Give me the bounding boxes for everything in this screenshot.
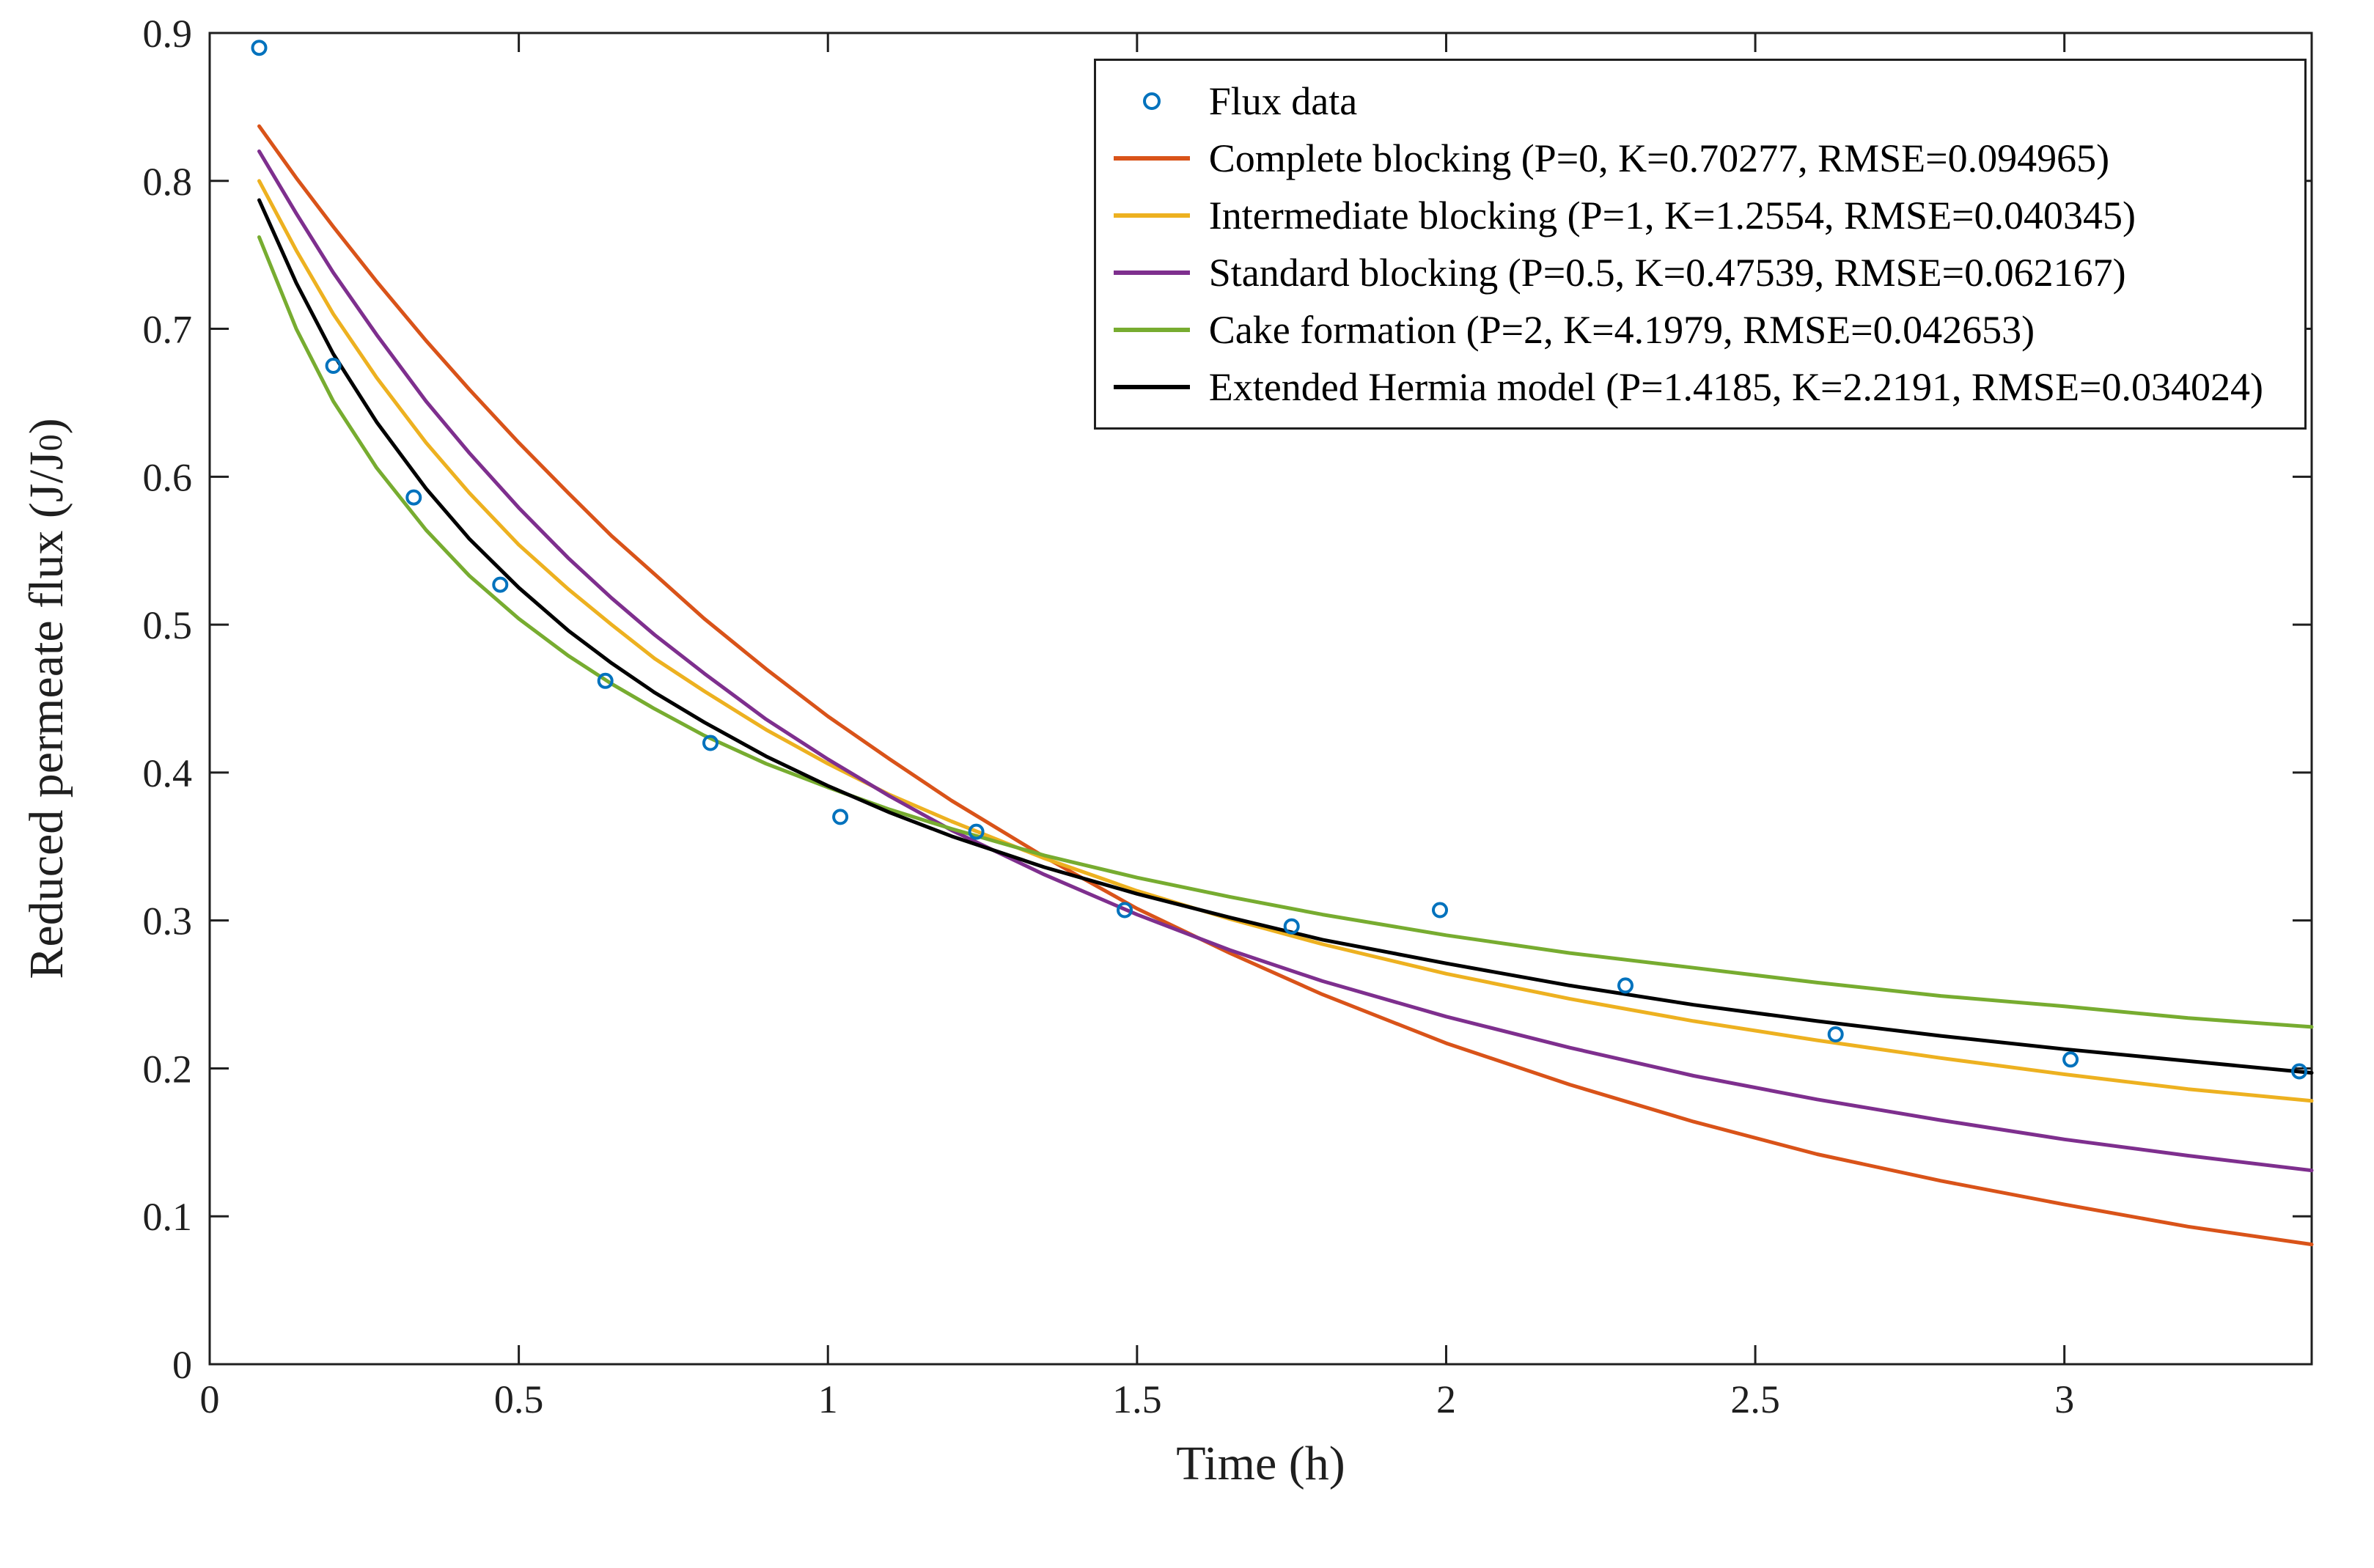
y-tick-label: 0.5 [143,603,193,647]
y-axis-label-close: ) [20,418,73,435]
x-tick-label: 1.5 [1112,1377,1162,1421]
x-tick-label: 0.5 [494,1377,544,1421]
legend-entry: Complete blocking (P=0, K=0.70277, RMSE=… [1111,130,2263,187]
flux-data-point [1617,977,1633,994]
flux-data-point [325,358,342,374]
flux-data-point [832,809,849,825]
line-sample-icon [1113,270,1190,275]
legend-label: Cake formation (P=2, K=4.1979, RMSE=0.04… [1208,308,2035,352]
flux-data-point [1827,1026,1844,1042]
flux-data-point [702,735,719,751]
legend-swatch [1111,385,1193,389]
legend-swatch [1111,92,1193,110]
flux-data-point [405,489,422,506]
model-curve-2 [257,149,2314,1173]
x-tick-label: 2 [1436,1377,1456,1421]
y-axis-label: Reduced permeate flux (J/J 0) [14,112,80,1285]
y-tick-label: 0.2 [143,1047,193,1091]
y-axis-label-text: Reduced permeate flux (J/J [20,451,73,979]
y-tick-label: 0.9 [143,12,193,56]
flux-data-point [1117,902,1133,919]
model-curve-3 [257,235,2314,1029]
legend-entry: Cake formation (P=2, K=4.1979, RMSE=0.04… [1111,301,2263,358]
x-tick-label: 3 [2054,1377,2074,1421]
y-tick-label: 0.1 [143,1195,193,1239]
legend-label: Intermediate blocking (P=1, K=1.2554, RM… [1208,194,2136,238]
line-sample-icon [1113,328,1190,332]
legend-entry: Standard blocking (P=0.5, K=0.47539, RMS… [1111,244,2263,301]
flux-data-point [1283,918,1300,935]
y-tick-label: 0.3 [143,899,193,943]
flux-data-point [2291,1063,2308,1080]
flux-data-point [251,40,268,56]
flux-data-point [492,576,509,593]
flux-marker-icon [1142,92,1161,110]
y-tick-label: 0 [172,1343,192,1387]
line-sample-icon [1113,385,1190,389]
legend-entry: Extended Hermia model (P=1.4185, K=2.219… [1111,358,2263,416]
flux-data-point [2062,1051,2079,1068]
y-tick-label: 0.6 [143,455,193,499]
flux-data-point [597,672,614,689]
line-sample-icon [1113,213,1190,218]
model-curve-0 [257,124,2314,1247]
legend-swatch [1111,270,1193,275]
legend-entry: Flux data [1111,73,2263,130]
legend-label: Extended Hermia model (P=1.4185, K=2.219… [1208,365,2263,409]
legend: Flux data Complete blocking (P=0, K=0.702… [1093,59,2307,430]
legend-label: Standard blocking (P=0.5, K=0.47539, RMS… [1208,251,2126,295]
model-curve-4 [257,198,2314,1075]
y-tick-label: 0.4 [143,751,193,795]
y-tick-label: 0.8 [143,160,193,204]
x-tick-label: 0 [200,1377,220,1421]
flux-data-point [968,823,985,840]
x-tick-label: 2.5 [1730,1377,1780,1421]
legend-entry: Intermediate blocking (P=1, K=1.2554, RM… [1111,187,2263,244]
legend-swatch [1111,156,1193,161]
y-axis-label-subscript: 0 [32,434,69,452]
x-tick-label: 1 [818,1377,838,1421]
flux-data-point [1432,902,1448,919]
axes-box [208,32,2313,1366]
x-axis-label: Time (h) [1176,1437,1345,1490]
y-tick-label: 0.7 [143,308,193,352]
legend-label: Flux data [1208,79,1358,123]
legend-swatch [1111,328,1193,332]
legend-swatch [1111,213,1193,218]
legend-label: Complete blocking (P=0, K=0.70277, RMSE=… [1208,136,2110,180]
line-sample-icon [1113,156,1190,161]
